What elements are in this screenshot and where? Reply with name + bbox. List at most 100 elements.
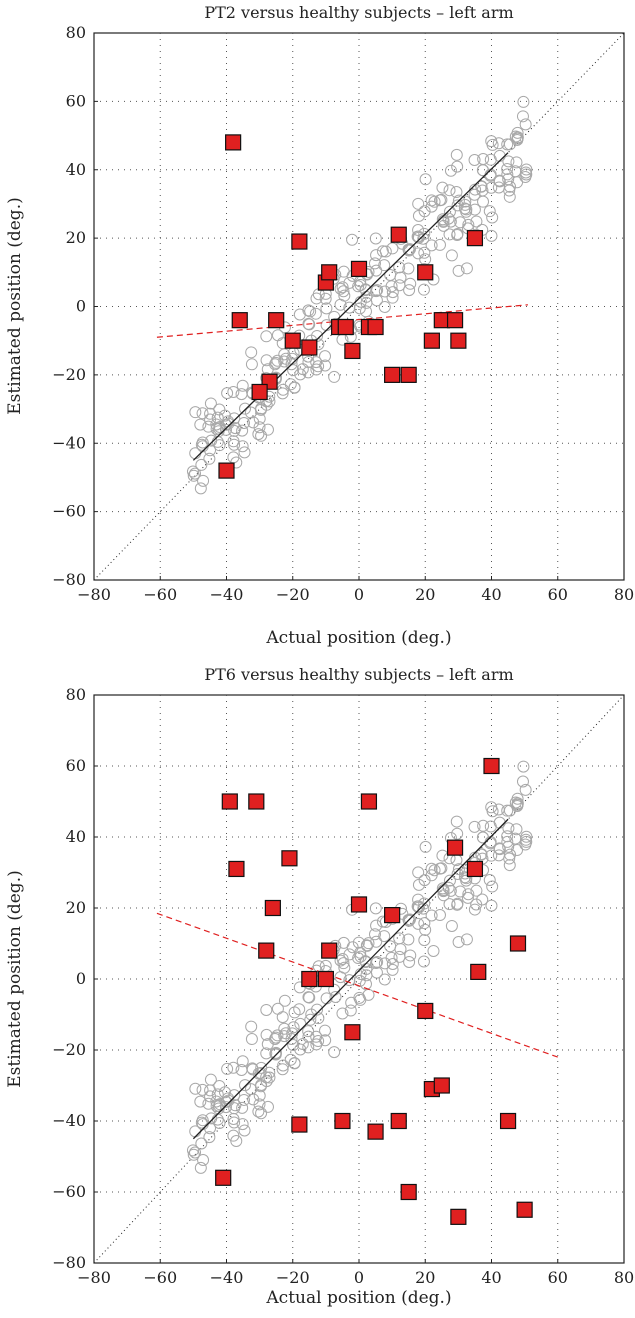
patient-point [417,264,434,281]
healthy-point [370,935,383,948]
y-tick-label: −40 [52,433,86,452]
healthy-point [502,155,515,168]
x-tick-label: 20 [415,585,435,604]
patient-point [321,264,338,281]
healthy-point [186,465,199,478]
patient-point [344,342,361,360]
healthy-point [501,163,514,176]
healthy-point [385,280,398,293]
healthy-point [468,903,481,916]
healthy-point [260,1003,273,1016]
healthy-point [194,482,207,495]
healthy-point [227,1061,240,1074]
healthy-point [277,1059,290,1072]
healthy-point [485,899,498,912]
healthy-point [260,330,273,343]
healthy-point [194,1161,207,1174]
patient-points [215,757,533,1225]
healthy-point [450,148,463,161]
healthy-point [468,154,481,167]
chart-title: PT6 versus healthy subjects – left arm [204,665,513,684]
healthy-point [260,1047,273,1060]
healthy-point [504,848,517,861]
healthy-point [501,835,514,848]
healthy-point [428,195,441,208]
healthy-point [247,416,260,429]
healthy-point [352,280,365,293]
healthy-point [483,874,496,887]
healthy-point [269,1031,282,1044]
healthy-point [418,934,431,947]
healthy-point [189,1146,202,1159]
patient-regression-line [156,304,528,338]
healthy-point [443,874,456,887]
patient-point [390,1112,407,1130]
chart-panel-pt6: −80 −60 −40 −20 0 20 40 60 80 −80 −60 −40 −20 0 20 40 6… [5,665,634,1308]
healthy-point [302,991,315,1004]
healthy-point [378,973,391,986]
healthy-point [412,197,425,210]
healthy-point [386,958,399,971]
healthy-point [260,1071,273,1084]
healthy-point [269,356,282,369]
patient-point [225,134,242,151]
healthy-point [378,259,391,272]
healthy-point [501,804,514,817]
patient-point [384,906,401,924]
healthy-point [493,843,506,856]
healthy-point [328,370,341,383]
healthy-point [468,188,481,201]
healthy-point [516,110,529,123]
healthy-point [218,1086,231,1099]
healthy-point [210,418,223,431]
healthy-point [503,190,516,203]
patient-point [350,896,368,913]
healthy-point [370,264,383,277]
y-axis-label: Estimated position (deg.) [5,870,25,1087]
x-tick-label: 40 [481,585,501,604]
healthy-point [378,300,391,313]
healthy-point [442,881,455,894]
healthy-point [344,1004,357,1017]
x-tick-labels: −80 −60 −40 −20 0 20 40 60 80 [77,585,634,604]
healthy-point [236,1055,249,1068]
y-tick-labels: −80 −60 −40 −20 0 20 40 60 80 [52,685,86,1272]
healthy-point [511,797,524,810]
healthy-point [293,1003,306,1016]
healthy-point [337,285,350,298]
x-tick-label: −20 [276,585,310,604]
healthy-point [486,880,499,893]
healthy-point [475,180,488,193]
y-tick-label: −40 [52,1111,86,1130]
healthy-point [276,387,289,400]
y-tick-label: −60 [52,1182,86,1201]
healthy-point [187,469,200,482]
healthy-point [419,173,432,186]
healthy-point [261,423,274,436]
healthy-point [352,952,365,965]
patient-points [218,134,484,479]
healthy-point [334,298,347,311]
x-tick-label: −60 [143,1268,177,1287]
healthy-point [369,902,382,915]
patient-point [483,757,500,775]
healthy-point [452,194,465,207]
healthy-point [460,933,473,946]
healthy-point [245,346,258,359]
patient-point [337,318,354,336]
healthy-point [477,819,490,832]
healthy-point [443,205,456,218]
healthy-point [287,1039,300,1052]
healthy-point [287,364,300,377]
healthy-point [218,409,231,422]
healthy-point [418,897,431,910]
patient-point [450,332,467,349]
patient-point [301,339,318,356]
healthy-point [211,1088,224,1101]
healthy-point [304,1013,317,1026]
healthy-point [368,928,381,941]
patient-point [221,793,238,810]
healthy-point [379,245,392,258]
patient-point [516,1201,533,1218]
